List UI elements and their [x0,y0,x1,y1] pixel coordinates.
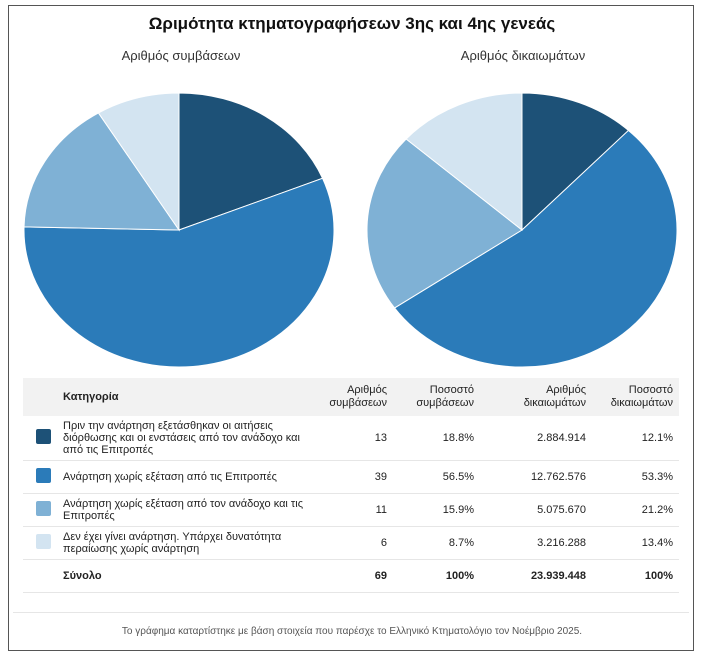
cell-rights-pct: 53.3% [592,460,679,494]
cell-contracts-pct: 18.8% [393,416,480,461]
cell-contracts-pct: 15.9% [393,493,480,527]
pie-slice [23,112,180,231]
cell-contracts-pct: 56.5% [393,460,480,494]
pie-slice [521,92,630,232]
cell-rights-pct: 12.1% [592,416,679,461]
cell-rights: 2.884.914 [480,416,592,461]
cell-contracts: 11 [311,493,393,527]
total-cell: 69 [311,559,393,593]
legend-swatch [36,534,51,549]
total-cell: 23.939.448 [480,559,592,593]
table-row: Ανάρτηση χωρίς εξέταση από τον ανάδοχο κ… [23,493,679,527]
data-table: Κατηγορία Αριθμός συμβάσεων Ποσοστό συμβ… [23,378,679,593]
cell-category: Ανάρτηση χωρίς εξέταση από τις Επιτροπές [57,460,311,494]
legend-swatch [36,429,51,444]
cell-rights: 12.762.576 [480,460,592,494]
header-contracts: Αριθμός συμβάσεων [311,378,393,416]
cell-contracts-pct: 8.7% [393,526,480,560]
pie-charts [23,92,678,368]
total-cell: 100% [592,559,679,593]
table-row: Ανάρτηση χωρίς εξέταση από τις Επιτροπές… [23,460,679,494]
pie-slice [97,92,180,232]
legend-swatch [36,468,51,483]
table-header-row: Κατηγορία Αριθμός συμβάσεων Ποσοστό συμβ… [23,378,679,416]
total-row: Σύνολο 69 100% 23.939.448 100% [23,559,679,593]
divider [13,612,689,613]
cell-contracts: 39 [311,460,393,494]
header-rights: Αριθμός δικαιωμάτων [480,378,592,416]
cell-category: Πριν την ανάρτηση εξετάσθηκαν οι αιτήσει… [57,416,311,461]
cell-contracts: 13 [311,416,393,461]
chart-frame: Ωριμότητα κτηματογραφήσεων 3ης και 4ης γ… [8,5,694,651]
pie-title-rights: Αριθμός δικαιωμάτων [460,48,586,63]
cell-rights: 5.075.670 [480,493,592,527]
header-rights-pct: Ποσοστό δικαιωμάτων [592,378,679,416]
legend-swatch [36,501,51,516]
pie-slice [23,177,335,368]
cell-category: Δεν έχει γίνει ανάρτηση. Υπάρχει δυνατότ… [57,526,311,560]
header-category: Κατηγορία [57,378,311,416]
header-contracts-pct: Ποσοστό συμβάσεων [393,378,480,416]
total-cell: Σύνολο [57,559,311,593]
table-row: Δεν έχει γίνει ανάρτηση. Υπάρχει δυνατότ… [23,526,679,560]
cell-rights-pct: 21.2% [592,493,679,527]
pie-slice [178,92,324,231]
table-row: Πριν την ανάρτηση εξετάσθηκαν οι αιτήσει… [23,416,679,461]
pie-slice [405,92,523,232]
pie-slice [393,129,678,368]
total-cell: 100% [393,559,480,593]
cell-rights-pct: 13.4% [592,526,679,560]
cell-category: Ανάρτηση χωρίς εξέταση από τον ανάδοχο κ… [57,493,311,527]
source-note: Το γράφημα καταρτίστηκε με βάση στοιχεία… [121,626,583,637]
pie-slice [366,138,523,309]
chart-title: Ωριμότητα κτηματογραφήσεων 3ης και 4ης γ… [148,14,556,33]
pie-title-contracts: Αριθμός συμβάσεων [121,48,241,63]
cell-rights: 3.216.288 [480,526,592,560]
cell-contracts: 6 [311,526,393,560]
